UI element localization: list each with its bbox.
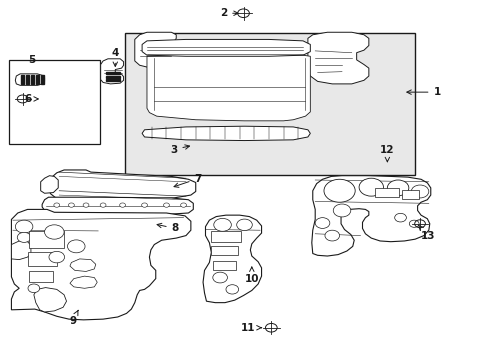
Circle shape (394, 213, 406, 222)
Polygon shape (307, 32, 368, 84)
Circle shape (332, 204, 350, 217)
Polygon shape (142, 126, 310, 140)
Circle shape (180, 203, 186, 207)
Polygon shape (26, 75, 29, 84)
Bar (374, 188, 398, 197)
Bar (29, 271, 53, 282)
Polygon shape (11, 210, 190, 320)
Circle shape (68, 203, 74, 207)
Text: 10: 10 (244, 267, 259, 284)
Polygon shape (41, 75, 43, 84)
Circle shape (358, 178, 383, 196)
Polygon shape (36, 75, 39, 84)
Polygon shape (21, 75, 24, 84)
Circle shape (17, 232, 31, 242)
Polygon shape (70, 259, 96, 271)
Bar (29, 231, 64, 248)
Circle shape (67, 240, 85, 253)
Text: 7: 7 (174, 174, 202, 187)
Polygon shape (105, 72, 120, 74)
Polygon shape (31, 75, 34, 84)
Circle shape (100, 203, 106, 207)
Text: 2: 2 (220, 8, 238, 18)
Circle shape (325, 230, 339, 241)
Bar (401, 190, 418, 199)
Circle shape (163, 203, 169, 207)
Polygon shape (70, 276, 97, 288)
Circle shape (54, 203, 60, 207)
Text: 8: 8 (157, 223, 179, 233)
Circle shape (49, 251, 64, 263)
Text: 6: 6 (24, 94, 38, 104)
Polygon shape (105, 76, 120, 78)
Polygon shape (142, 40, 310, 56)
Text: 3: 3 (170, 144, 189, 154)
Polygon shape (34, 288, 66, 312)
Polygon shape (15, 74, 44, 85)
Polygon shape (147, 55, 310, 121)
Circle shape (408, 220, 418, 227)
Circle shape (142, 203, 147, 207)
Bar (211, 231, 240, 242)
Circle shape (213, 219, 231, 231)
Text: 11: 11 (241, 323, 261, 333)
Bar (211, 246, 238, 255)
Polygon shape (49, 170, 195, 203)
Circle shape (44, 225, 64, 239)
Bar (9, 60, 100, 144)
Circle shape (236, 219, 252, 230)
Polygon shape (101, 59, 123, 84)
Text: 9: 9 (69, 310, 78, 325)
Bar (125, 33, 414, 175)
Polygon shape (41, 176, 58, 193)
Circle shape (386, 180, 408, 196)
Circle shape (315, 218, 329, 228)
Circle shape (324, 179, 354, 202)
Text: 12: 12 (379, 145, 394, 162)
Bar (212, 261, 236, 270)
Circle shape (120, 203, 125, 207)
Circle shape (15, 220, 33, 233)
Circle shape (410, 185, 428, 198)
Text: 1: 1 (406, 87, 440, 97)
Circle shape (83, 203, 89, 207)
Polygon shape (203, 215, 261, 303)
Text: 5: 5 (28, 54, 35, 64)
Polygon shape (105, 79, 120, 81)
Polygon shape (135, 32, 176, 67)
Text: 4: 4 (111, 48, 119, 66)
Text: 13: 13 (418, 225, 434, 240)
Circle shape (28, 284, 40, 293)
Polygon shape (11, 241, 31, 260)
Bar (27, 252, 57, 266)
Circle shape (225, 285, 238, 294)
Polygon shape (311, 176, 430, 256)
Polygon shape (42, 197, 193, 214)
Circle shape (212, 272, 227, 283)
